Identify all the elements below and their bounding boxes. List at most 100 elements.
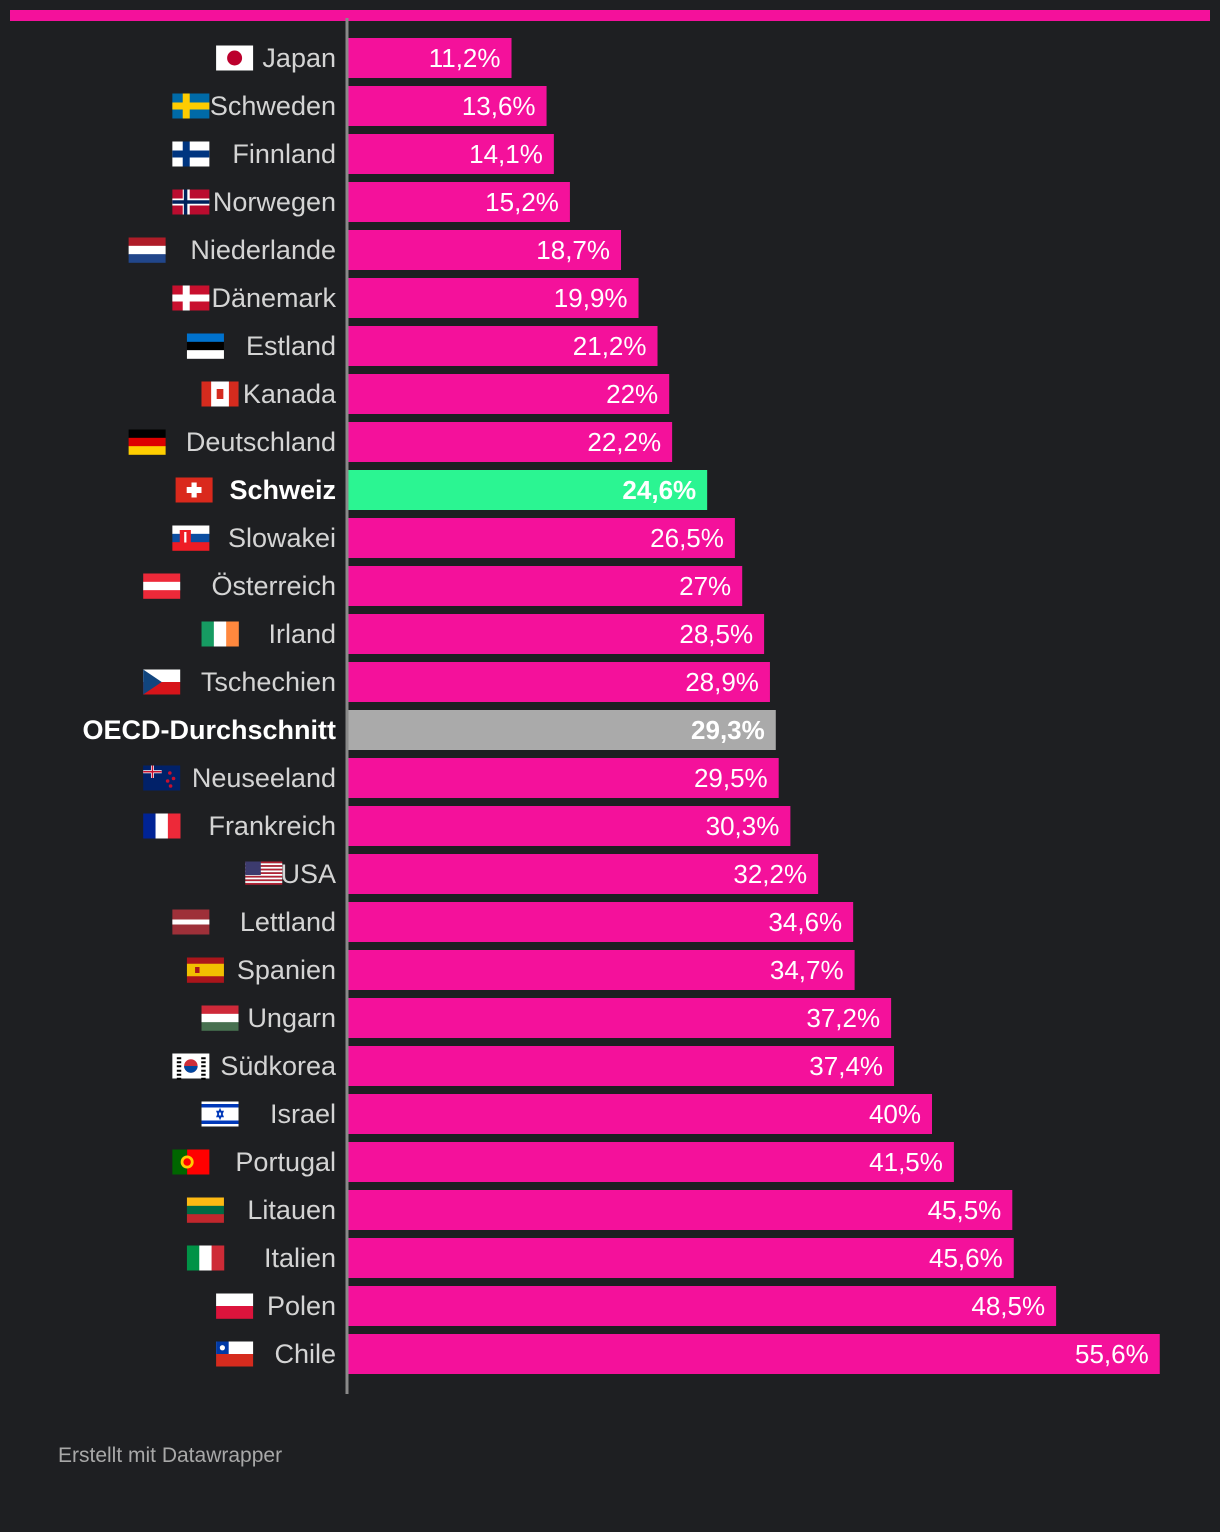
flag-part — [172, 525, 210, 535]
category-label-japan: Japan — [262, 43, 336, 73]
bar-polen — [348, 1286, 1057, 1326]
value-label-österreich: 27% — [679, 571, 731, 601]
flag-part — [143, 771, 162, 773]
category-label-israel: Israel — [270, 1099, 336, 1129]
flag-sk-icon — [172, 525, 210, 551]
category-label-oecd-durchschnitt: OECD-Durchschnitt — [82, 715, 336, 745]
flag-part — [199, 1245, 212, 1271]
flag-part — [226, 621, 239, 647]
flag-part — [186, 970, 224, 977]
flag-part — [245, 865, 283, 867]
value-label-japan: 11,2% — [429, 43, 501, 73]
value-label-slowakei: 26,5% — [650, 523, 724, 553]
flag-part — [184, 532, 187, 543]
bar-dänemark — [348, 278, 639, 318]
bar-kanada — [348, 374, 670, 414]
flag-se-icon — [172, 93, 210, 119]
category-label-deutschland: Deutschland — [186, 427, 336, 457]
flag-part — [143, 669, 162, 695]
value-label-spanien: 34,7% — [770, 955, 844, 985]
bar-portugal — [348, 1142, 954, 1182]
flag-part — [184, 1066, 198, 1073]
flag-part — [201, 621, 215, 647]
category-label-italien: Italien — [264, 1243, 336, 1273]
value-label-niederlande: 18,7% — [536, 235, 610, 265]
bar-oecd-durchschnitt — [348, 710, 776, 750]
value-label-dänemark: 19,9% — [554, 283, 628, 313]
flag-part — [216, 1293, 254, 1307]
value-label-frankreich: 30,3% — [706, 811, 780, 841]
flag-part — [172, 1149, 188, 1175]
flag-part — [155, 813, 169, 839]
bar-japan — [348, 38, 512, 78]
flag-part — [172, 102, 210, 110]
flag-part — [128, 429, 166, 439]
flag-il-icon — [201, 1101, 239, 1127]
flag-part — [201, 1057, 206, 1060]
flag-part — [176, 1061, 182, 1064]
flag-part — [186, 963, 224, 971]
flag-part — [168, 771, 172, 775]
flag-part — [186, 976, 224, 983]
category-label-slowakei: Slowakei — [228, 523, 336, 553]
category-label-tschechien: Tschechien — [201, 667, 336, 697]
value-label-polen: 48,5% — [971, 1291, 1045, 1321]
datawrapper-credit: Erstellt mit Datawrapper — [58, 1444, 283, 1467]
flag-part — [227, 50, 243, 66]
value-label-deutschland: 22,2% — [587, 427, 661, 457]
flag-part — [245, 882, 283, 885]
bars-group: 11,2% Japan 13,6% Schweden 14,1% Finnland 15,2… — [82, 38, 1160, 1374]
flag-part — [245, 866, 283, 869]
category-label-portugal: Portugal — [235, 1147, 336, 1177]
bar-ungarn — [348, 998, 892, 1038]
flag-part — [195, 967, 200, 973]
flag-part — [245, 881, 283, 883]
bar-südkorea — [348, 1046, 895, 1086]
flag-part — [245, 861, 283, 864]
bar-usa — [348, 854, 819, 894]
bar-irland — [348, 614, 765, 654]
flag-part — [186, 333, 224, 343]
category-label-estland: Estland — [246, 331, 336, 361]
bar-chart: 11,2% Japan 13,6% Schweden 14,1% Finnland 15,2… — [82, 18, 1160, 1394]
flag-ee-icon — [186, 333, 224, 359]
flag-part — [245, 874, 283, 876]
flag-part — [167, 813, 181, 839]
bar-frankreich — [348, 806, 791, 846]
category-label-finnland: Finnland — [232, 139, 336, 169]
bar-israel — [348, 1094, 932, 1134]
flag-lv-icon — [172, 909, 210, 935]
flag-jp-icon — [216, 45, 254, 71]
flag-part — [201, 1077, 206, 1080]
flag-part — [201, 1013, 239, 1023]
flag-part — [201, 1104, 239, 1108]
flag-part — [186, 1245, 200, 1271]
category-label-neuseeland: Neuseeland — [192, 763, 336, 793]
flag-ca-icon — [201, 381, 239, 407]
flag-lt-icon — [186, 1197, 224, 1223]
flag-part — [216, 1306, 254, 1319]
category-label-usa: USA — [280, 859, 336, 889]
flag-part — [186, 1197, 224, 1207]
flag-part — [128, 237, 166, 247]
flag-part — [176, 1069, 182, 1072]
flag-part — [245, 870, 283, 873]
flag-part — [172, 294, 210, 302]
bar-schweiz — [348, 470, 708, 510]
flag-part — [128, 245, 166, 255]
flag-part — [172, 200, 210, 204]
flag-part — [228, 381, 239, 407]
flag-at-icon — [143, 573, 181, 599]
flag-part — [201, 1120, 239, 1124]
flag-part — [186, 487, 202, 493]
top-accent-bar — [10, 10, 1210, 21]
flag-part — [216, 1354, 254, 1367]
value-label-italien: 45,6% — [929, 1243, 1003, 1273]
value-label-norwegen: 15,2% — [485, 187, 559, 217]
category-label-schweden: Schweden — [210, 91, 336, 121]
value-label-schweiz: 24,6% — [622, 475, 696, 505]
flag-cz-icon — [143, 669, 181, 695]
flag-part — [128, 437, 166, 447]
value-label-ungarn: 37,2% — [806, 1003, 880, 1033]
bar-spanien — [348, 950, 855, 990]
